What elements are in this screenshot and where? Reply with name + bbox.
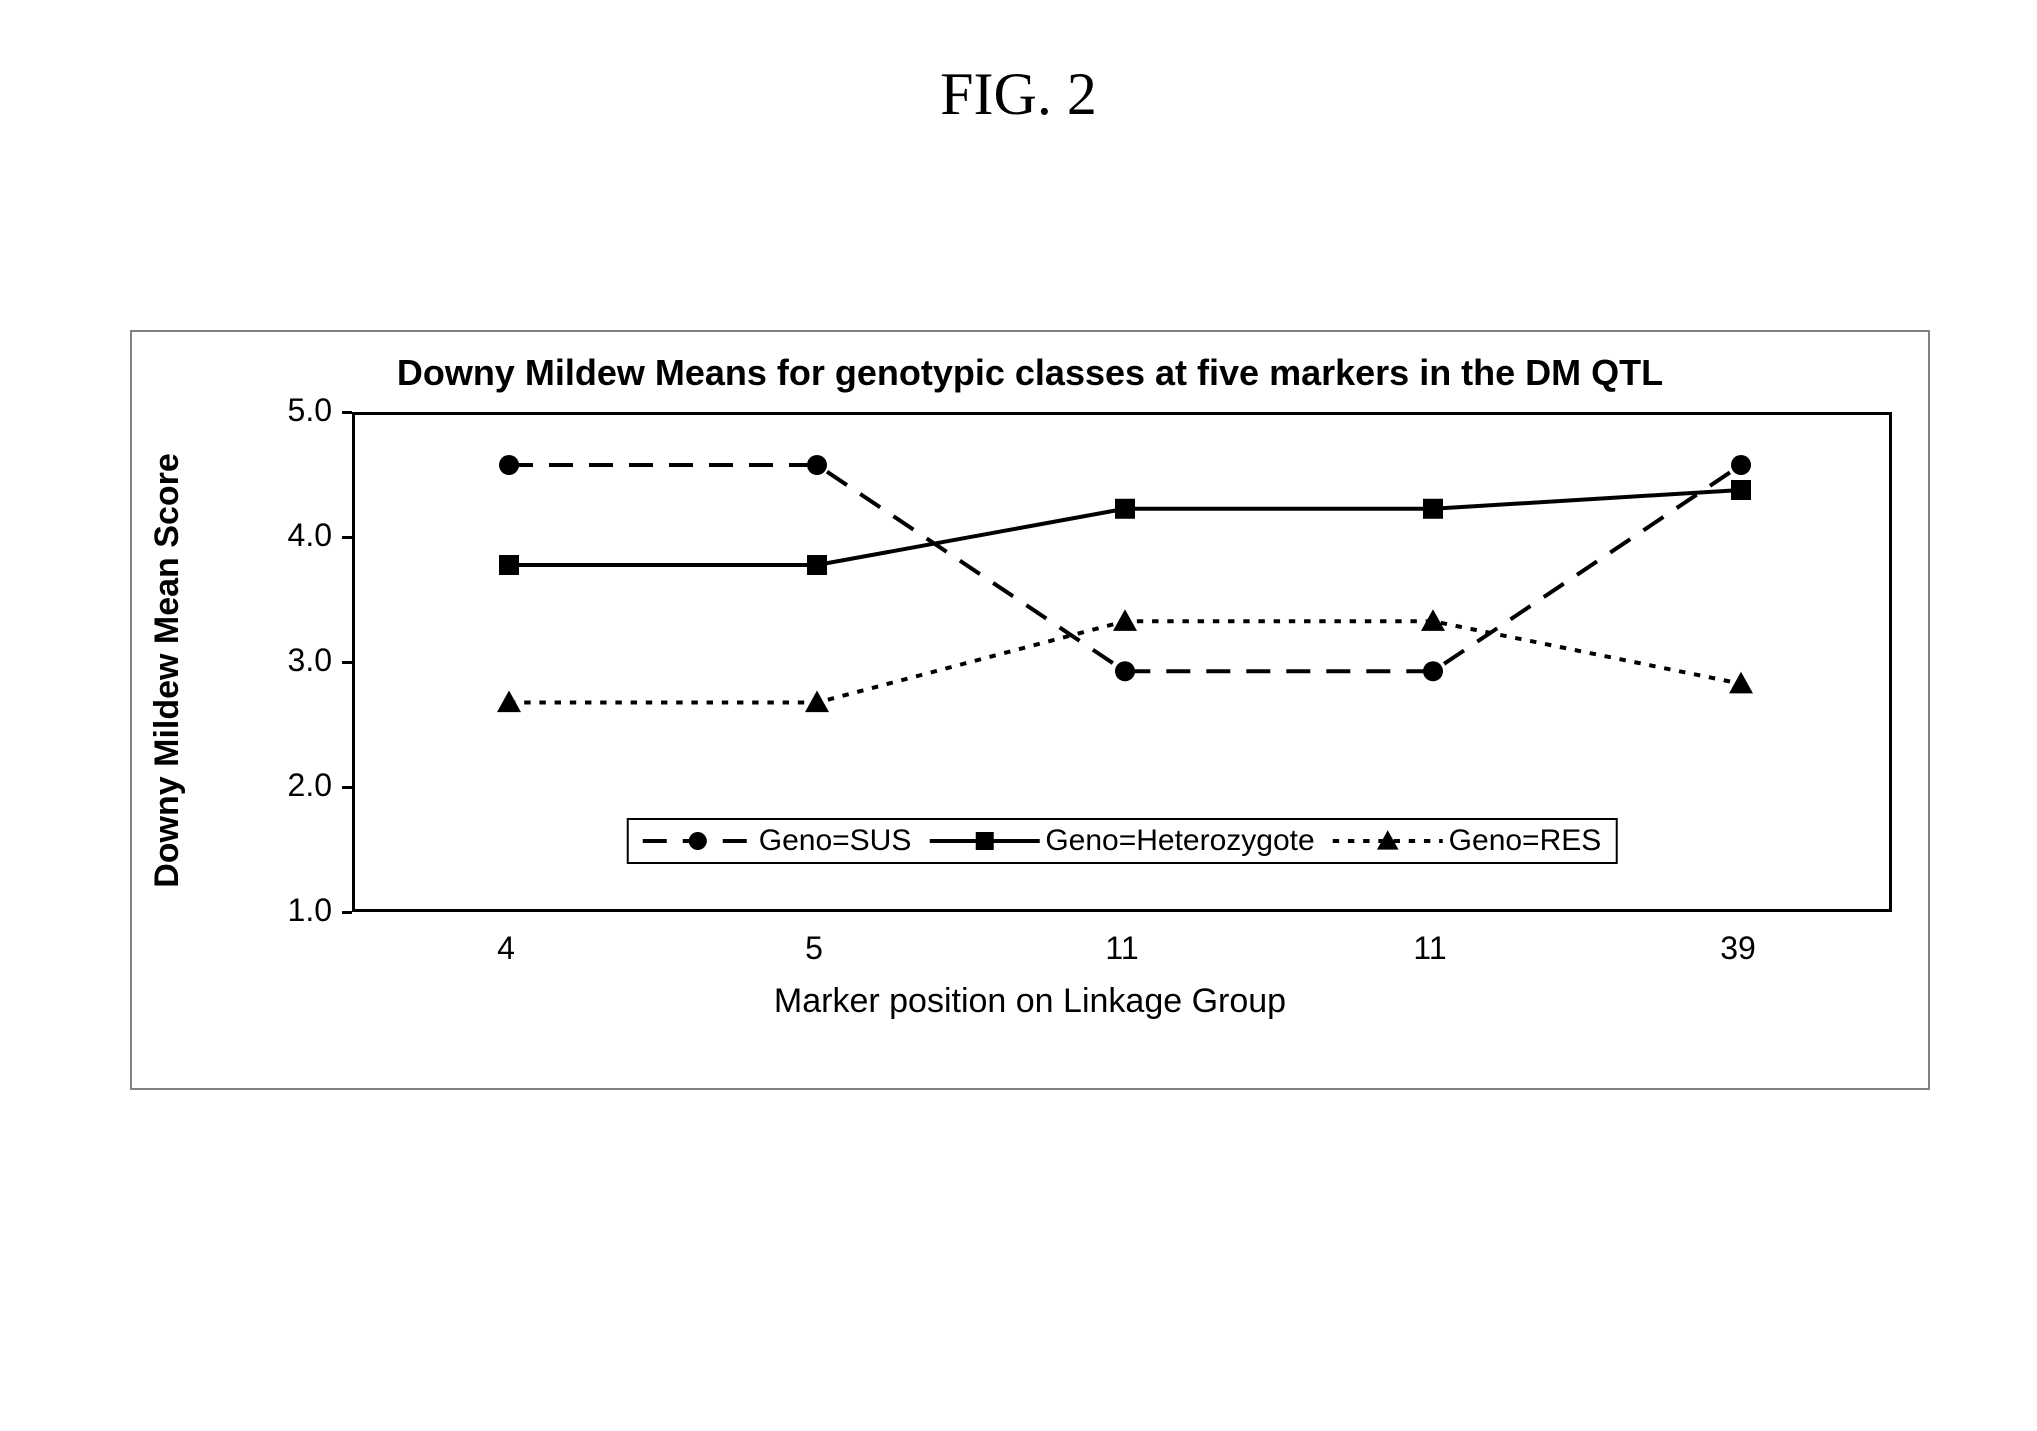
series-line-sus [509, 465, 1741, 671]
y-tick-label: 1.0 [272, 892, 332, 929]
y-tick-label: 2.0 [272, 767, 332, 804]
data-marker [1115, 661, 1135, 681]
data-marker [807, 555, 827, 575]
y-tick-label: 5.0 [272, 392, 332, 429]
x-tick-label: 4 [497, 930, 515, 967]
legend-item-sus: Geno=SUS [643, 824, 912, 858]
x-tick-label: 39 [1720, 930, 1756, 967]
chart-title: Downy Mildew Means for genotypic classes… [132, 352, 1928, 394]
y-tick-mark [342, 411, 352, 414]
legend-line-icon [643, 826, 753, 856]
data-marker [1423, 499, 1443, 519]
data-marker [1421, 609, 1445, 631]
legend: Geno=SUS Geno=Heterozygote Geno=RES [627, 818, 1618, 864]
data-marker [807, 455, 827, 475]
y-tick-mark [342, 536, 352, 539]
legend-line-icon [1333, 826, 1443, 856]
x-tick-label: 5 [805, 930, 823, 967]
data-marker [499, 555, 519, 575]
data-marker [975, 832, 993, 850]
y-tick-label: 3.0 [272, 642, 332, 679]
legend-item-res: Geno=RES [1333, 824, 1602, 858]
x-tick-label: 11 [1105, 930, 1138, 967]
data-marker [1113, 609, 1137, 631]
data-marker [497, 691, 521, 713]
data-marker [499, 455, 519, 475]
legend-line-icon [929, 826, 1039, 856]
legend-item-het: Geno=Heterozygote [929, 824, 1314, 858]
x-tick-label: 11 [1413, 930, 1446, 967]
x-axis-label: Marker position on Linkage Group [132, 982, 1928, 1021]
figure-label: FIG. 2 [0, 60, 2037, 129]
legend-label: Geno=RES [1449, 824, 1602, 858]
y-tick-mark [342, 661, 352, 664]
y-axis-label: Downy Mildew Mean Score [137, 402, 197, 938]
legend-label: Geno=SUS [759, 824, 912, 858]
y-tick-mark [342, 911, 352, 914]
y-tick-mark [342, 786, 352, 789]
data-marker [1731, 455, 1751, 475]
data-marker [805, 691, 829, 713]
chart-container: Downy Mildew Means for genotypic classes… [130, 330, 1930, 1090]
page: FIG. 2 Downy Mildew Means for genotypic … [0, 0, 2037, 1431]
legend-label: Geno=Heterozygote [1045, 824, 1314, 858]
y-tick-label: 4.0 [272, 517, 332, 554]
data-marker [1423, 661, 1443, 681]
data-marker [1731, 480, 1751, 500]
data-marker [689, 832, 707, 850]
data-marker [1115, 499, 1135, 519]
plot-area: Geno=SUS Geno=Heterozygote Geno=RES [352, 412, 1892, 912]
data-marker [1729, 672, 1753, 694]
